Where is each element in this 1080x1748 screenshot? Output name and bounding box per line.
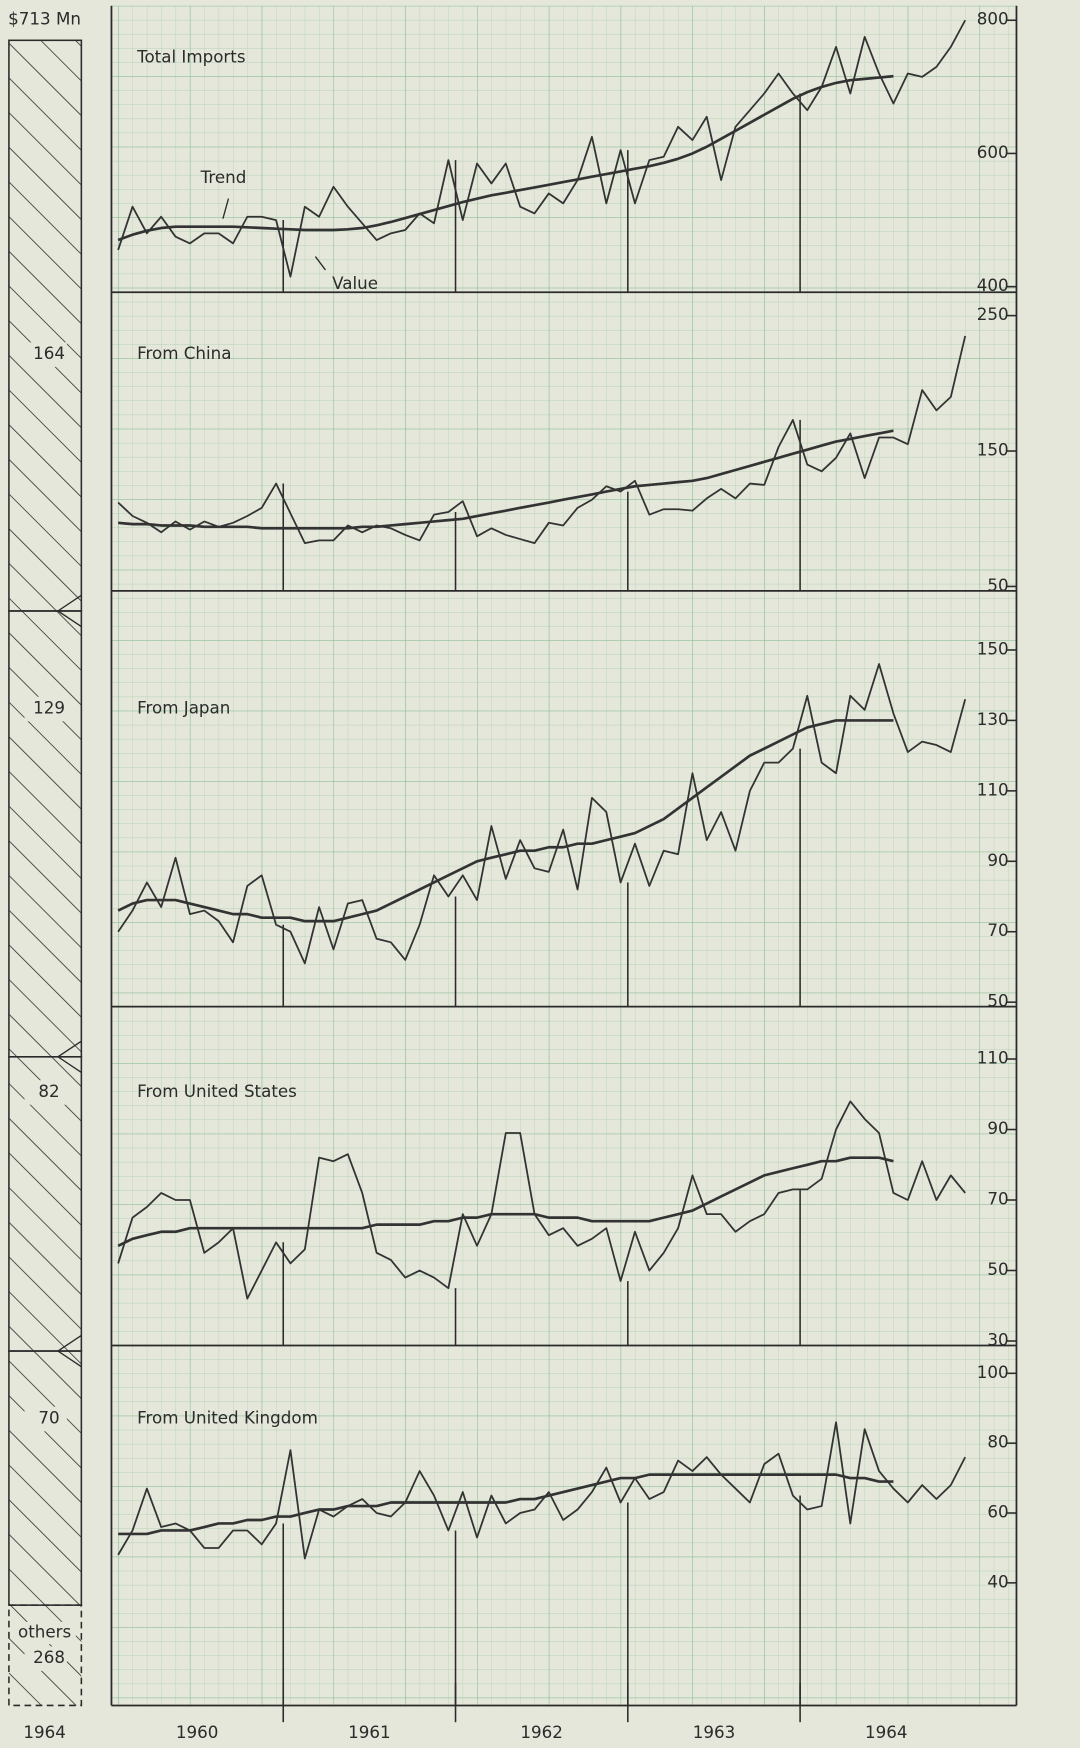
bar-segment-value: 164 [33, 343, 65, 363]
bar-segment-name: others [18, 1622, 71, 1642]
x-tick-label: 1960 [176, 1722, 219, 1742]
label-bg [24, 1646, 67, 1671]
y-tick-label: 130 [977, 709, 1009, 729]
bar-year-label: 1964 [23, 1722, 66, 1742]
bar-segment-value: 129 [33, 698, 65, 718]
label-bg [24, 1406, 67, 1432]
bar-segment-value: 70 [38, 1408, 59, 1428]
y-tick-label: 110 [977, 779, 1009, 799]
series-label: Trend [200, 167, 247, 187]
panel-title: From United States [137, 1081, 297, 1101]
trend-line [117, 1156, 894, 1248]
value-line [117, 335, 967, 544]
y-tick-label: 90 [987, 850, 1008, 870]
y-tick-label: 70 [987, 1189, 1008, 1209]
y-tick-label: 40 [987, 1571, 1008, 1591]
panel-title: Total Imports [136, 47, 245, 67]
y-tick-label: 800 [977, 9, 1009, 29]
bar-segment [8, 1350, 83, 1606]
value-line [117, 663, 967, 965]
y-tick-label: 30 [987, 1329, 1008, 1349]
bar-total-label: $713 Mn [8, 9, 81, 29]
trend-line [118, 1473, 894, 1536]
trend-line [117, 719, 894, 923]
bar-chevron [56, 1040, 82, 1073]
y-tick-label: 90 [987, 1118, 1008, 1138]
bar-segment [8, 39, 83, 612]
series-label: Value [332, 273, 378, 293]
value-leader [314, 256, 326, 271]
label-bg [24, 696, 67, 722]
trend-leader [222, 198, 230, 219]
y-tick-label: 60 [987, 1502, 1008, 1522]
panel-title: From United Kingdom [137, 1408, 318, 1428]
grid-paper-major [111, 5, 1017, 1706]
value-line [117, 1421, 966, 1560]
y-tick-label: 600 [977, 142, 1009, 162]
label-bg [24, 342, 67, 367]
x-tick-label: 1961 [348, 1722, 391, 1742]
panel-title: From China [137, 343, 231, 363]
y-tick-label: 70 [987, 920, 1008, 940]
bar-segment [8, 610, 83, 1058]
y-tick-label: 50 [987, 1259, 1008, 1279]
value-line [117, 1100, 966, 1300]
x-tick-label: 1962 [520, 1722, 563, 1742]
y-tick-label: 250 [977, 304, 1009, 324]
y-tick-label: 400 [977, 275, 1009, 295]
bar-segment-value: 82 [38, 1081, 59, 1101]
y-tick-label: 100 [977, 1362, 1009, 1382]
value-line [117, 19, 966, 278]
trend-line [117, 74, 894, 242]
y-tick-label: 150 [977, 440, 1009, 460]
x-tick-label: 1963 [693, 1722, 736, 1742]
bar-segment [8, 1056, 83, 1352]
y-tick-label: 80 [987, 1432, 1008, 1452]
bar-chevron [56, 1334, 82, 1368]
trend-line [118, 429, 894, 530]
y-tick-label: 150 [977, 638, 1009, 658]
bar-segment-value: 268 [33, 1647, 65, 1667]
y-tick-label: 110 [977, 1048, 1009, 1068]
y-tick-label: 50 [987, 991, 1008, 1011]
label-bg [15, 1621, 76, 1645]
label-bg [24, 1080, 67, 1105]
bar-chevron [56, 594, 82, 628]
side-bar: $713 Mn 1964 164 129 82 70 others 268 [8, 9, 83, 1742]
y-tick-label: 50 [987, 575, 1008, 595]
panel-title: From Japan [137, 698, 230, 718]
x-tick-label: 1964 [865, 1722, 908, 1742]
